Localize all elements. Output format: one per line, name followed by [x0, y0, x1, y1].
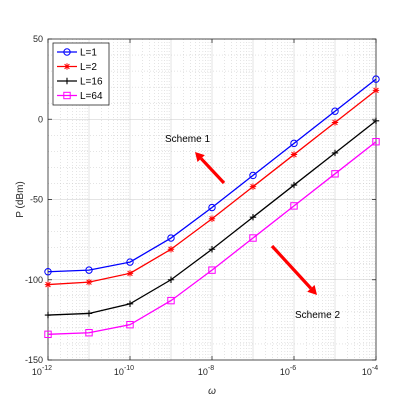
data-point [85, 310, 93, 317]
legend-item: L=1 [57, 48, 97, 59]
data-point [126, 258, 134, 266]
data-point [44, 268, 52, 276]
y-axis-label: P (dBm) [15, 181, 26, 218]
x-tick-label: 10-8 [198, 365, 214, 377]
grid [48, 39, 376, 360]
legend-marker [63, 91, 71, 100]
data-point [290, 202, 298, 210]
arrow-icon [195, 152, 226, 185]
arrow-head [307, 284, 317, 295]
data-point [85, 266, 93, 274]
annotations: Scheme 1 Scheme 2 [165, 134, 340, 321]
data-point [331, 170, 339, 178]
data-point [126, 300, 134, 308]
axis-ticks: 10-12 10-10 10-8 10-6 10-4 50 0 -50 -100 -150 [25, 34, 378, 377]
data-point [331, 149, 339, 157]
series-line [47, 141, 377, 335]
data-point [249, 171, 257, 180]
arrow-icon [270, 244, 317, 295]
data-point [249, 183, 257, 190]
data-point [290, 181, 298, 189]
legend-marker [63, 77, 71, 85]
arrow-head [195, 152, 205, 162]
legend-box [52, 42, 110, 106]
legend-marker [63, 48, 71, 56]
x-tick-label: 10-4 [362, 365, 378, 377]
arrow-shaft [270, 244, 313, 290]
legend-label: L=2 [80, 62, 97, 73]
data-point [208, 246, 216, 253]
data-point [208, 215, 216, 222]
data-point [167, 276, 175, 283]
x-tick-label: 10-10 [114, 365, 134, 377]
data-point [331, 119, 339, 126]
data-point [44, 311, 52, 319]
legend-item: L=16 [57, 77, 103, 88]
series-l-1 [44, 75, 380, 276]
annotation-scheme-2: Scheme 2 [295, 310, 340, 321]
x-tick-label: 10-12 [32, 365, 52, 377]
data-point [290, 139, 298, 148]
data-point [167, 246, 175, 253]
series-l-64 [44, 138, 380, 339]
legend-label: L=64 [80, 91, 103, 102]
legend-item: L=2 [57, 62, 97, 73]
y-tick-label: -150 [25, 355, 43, 365]
data-point [208, 266, 216, 274]
data-point [44, 330, 52, 339]
data-point [208, 203, 216, 212]
y-tick-label: 0 [38, 114, 43, 124]
series-l-16 [44, 117, 380, 319]
data-point [126, 320, 134, 329]
x-axis-label: ω [208, 386, 216, 397]
data-point [249, 234, 257, 242]
data-point [372, 117, 380, 125]
data-point [249, 213, 257, 221]
x-tick-label: 10-6 [280, 365, 296, 377]
legend-marker [63, 63, 71, 70]
data-point [167, 296, 175, 305]
series-layer [44, 75, 380, 339]
series-line [47, 78, 377, 273]
data-point [85, 278, 93, 286]
data-point [126, 270, 134, 277]
data-point [372, 75, 380, 83]
data-point [372, 138, 380, 146]
legend: L=1 L=2 L=16 L=64 [52, 42, 110, 106]
data-point [372, 87, 380, 94]
legend-item: L=64 [57, 91, 103, 102]
y-tick-label: 50 [33, 34, 43, 44]
data-point [85, 329, 93, 337]
legend-label: L=16 [80, 77, 103, 88]
arrow-shaft [199, 157, 226, 185]
data-point [331, 107, 339, 115]
y-tick-label: -50 [30, 195, 43, 205]
series-l-2 [44, 87, 380, 288]
legend-label: L=1 [80, 48, 97, 59]
data-point [44, 281, 52, 288]
data-point [290, 151, 298, 158]
data-point [167, 234, 175, 242]
annotation-scheme-1: Scheme 1 [165, 134, 210, 145]
y-tick-label: -100 [25, 275, 43, 285]
